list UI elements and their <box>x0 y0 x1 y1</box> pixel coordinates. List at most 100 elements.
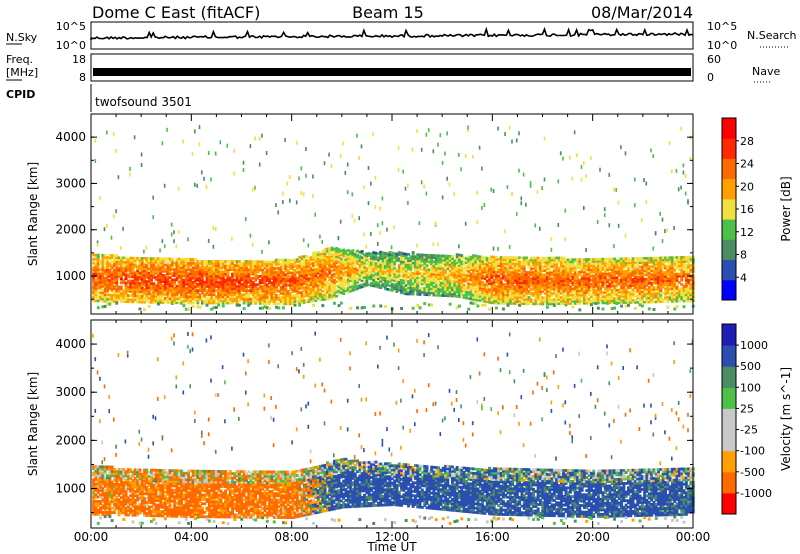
data-cell <box>251 276 255 280</box>
data-cell <box>242 266 246 269</box>
data-cell <box>569 264 572 268</box>
data-cell <box>131 292 135 295</box>
data-cell <box>263 281 267 284</box>
data-cell <box>370 269 373 273</box>
data-cell <box>552 290 556 293</box>
data-cell <box>495 278 498 282</box>
data-cell <box>309 258 313 261</box>
data-cell <box>520 275 524 278</box>
data-cell <box>518 289 522 293</box>
data-cell <box>346 263 350 267</box>
data-cell <box>529 300 533 303</box>
data-cell <box>224 289 227 292</box>
data-cell <box>272 275 276 278</box>
data-cell <box>613 278 616 282</box>
data-cell <box>469 295 473 299</box>
data-cell <box>205 276 209 280</box>
data-cell <box>559 287 563 291</box>
data-cell <box>383 281 387 284</box>
data-cell <box>578 285 582 288</box>
data-cell <box>110 279 114 282</box>
data-cell <box>221 295 225 299</box>
data-cell <box>365 275 369 279</box>
data-cell <box>541 286 545 289</box>
data-cell <box>622 286 626 290</box>
data-cell <box>245 291 248 295</box>
data-cell <box>353 283 357 287</box>
data-cell <box>499 295 503 299</box>
data-cell <box>539 283 542 287</box>
data-cell <box>235 293 239 297</box>
data-cell <box>608 286 612 290</box>
data-cell <box>326 262 329 265</box>
data-cell <box>235 280 239 284</box>
data-cell <box>106 258 109 261</box>
data-cell <box>254 299 258 303</box>
data-cell <box>627 284 630 288</box>
data-cell <box>321 254 325 258</box>
data-cell <box>409 286 413 290</box>
data-cell <box>416 274 420 277</box>
data-cell <box>573 268 577 272</box>
data-cell <box>344 256 348 259</box>
data-cell <box>323 272 327 276</box>
data-cell <box>163 263 167 267</box>
data-cell <box>254 293 258 297</box>
data-cell <box>254 277 258 280</box>
data-cell <box>511 272 515 276</box>
data-cell <box>101 281 105 284</box>
data-cell <box>319 234 321 239</box>
data-cell <box>627 257 630 260</box>
data-cell <box>374 264 378 267</box>
data-cell <box>434 281 438 285</box>
data-cell <box>393 264 397 268</box>
data-cell <box>481 270 484 274</box>
data-cell <box>566 260 570 264</box>
data-cell <box>627 280 630 283</box>
data-cell <box>279 296 283 299</box>
data-cell <box>224 293 227 297</box>
data-cell <box>231 285 234 288</box>
data-cell <box>113 281 116 284</box>
data-cell <box>469 293 473 297</box>
data-cell <box>96 280 100 284</box>
data-cell <box>231 299 234 303</box>
data-cell <box>423 270 427 274</box>
data-cell <box>610 297 614 300</box>
data-cell <box>333 256 336 259</box>
data-cell <box>638 303 642 307</box>
data-cell <box>323 287 327 291</box>
data-cell <box>265 295 269 299</box>
data-cell <box>365 281 369 285</box>
data-cell <box>446 265 450 268</box>
data-cell <box>397 263 401 267</box>
data-cell <box>400 274 403 278</box>
data-cell <box>499 276 503 280</box>
data-cell <box>291 283 295 287</box>
data-cell <box>409 276 413 279</box>
data-cell <box>379 269 383 273</box>
data-cell <box>606 268 610 271</box>
data-cell <box>323 268 327 272</box>
data-cell <box>344 283 348 286</box>
data-cell <box>226 291 230 294</box>
data-cell <box>569 258 572 262</box>
data-cell <box>138 257 142 260</box>
data-cell <box>201 295 204 299</box>
data-cell <box>319 275 322 279</box>
data-cell <box>143 269 146 273</box>
data-cell <box>133 277 137 281</box>
data-cell <box>184 307 188 311</box>
data-cell <box>240 278 244 282</box>
data-cell <box>601 282 605 286</box>
data-cell <box>511 283 515 286</box>
data-cell <box>508 300 512 303</box>
data-cell <box>636 275 640 279</box>
data-cell <box>418 306 422 310</box>
data-cell <box>150 267 153 271</box>
data-cell <box>182 262 186 265</box>
data-cell <box>515 262 519 266</box>
data-cell <box>265 268 269 272</box>
data-cell <box>418 289 422 292</box>
data-cell <box>291 288 295 291</box>
